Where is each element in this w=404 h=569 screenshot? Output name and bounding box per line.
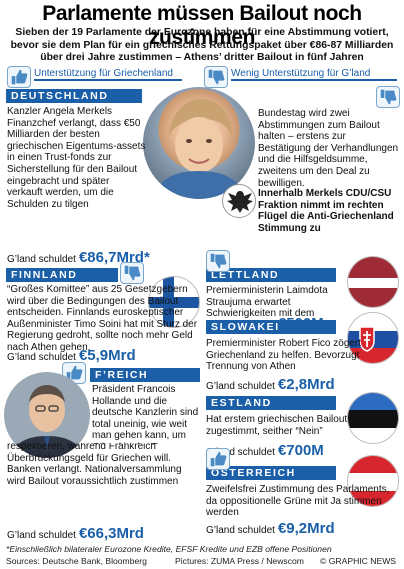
country-tag-austria: ÖSTERREICH	[206, 466, 336, 480]
page-title: Parlamente müssen Bailout noch zustimmen	[42, 2, 362, 49]
thumbs-up-icon	[7, 66, 31, 88]
france-text-bottom: Präsident Francois Hollande und die deut…	[7, 443, 201, 539]
germany-text-left: Kanzler Angela Merkels Finanzchef verlan…	[7, 106, 146, 210]
estonia-text: Hat erstem griechischen Bailout zugestim…	[206, 414, 348, 437]
thumbs-up-icon	[206, 448, 230, 470]
legend-less-support: Wenig Unterstützung für G’land	[231, 68, 397, 81]
france-text-top: Präsident Francois Hollande und die deut…	[92, 384, 200, 444]
portrait-hollande	[4, 372, 90, 458]
country-tag-germany: DEUTSCHLAND	[6, 89, 142, 103]
estonia-owed: G’land schuldet €700M	[206, 442, 324, 459]
subtitle: Sieben der 19 Parlamente der Eurozone ha…	[6, 27, 398, 65]
flag-finland	[148, 276, 200, 328]
bundestag-eagle-icon	[222, 184, 256, 218]
owed-label: G’land schuldet	[206, 525, 275, 536]
flag-estonia	[347, 392, 399, 444]
owed-label: G’land schuldet	[7, 254, 76, 265]
germany-owed: G’land schuldet €86,7Mrd*	[7, 249, 150, 266]
legend-support: Unterstützung für Griechenland	[34, 68, 182, 81]
france-text-cont: Präsident Francois Hollande und die deut…	[7, 443, 182, 487]
owed-label: G’land schuldet	[7, 352, 76, 363]
thumbs-down-icon	[120, 262, 144, 284]
country-tag-latvia: LETTLAND	[206, 268, 336, 282]
country-tag-slovakia: SLOWAKEI	[206, 320, 336, 334]
finland-text: “Großes Komittee” aus 25 Gesetzgebern wi…	[7, 284, 198, 353]
germany-text-right: Bundestag wird zwei Abstimmungen zum Bai…	[258, 108, 399, 189]
slovakia-amount: €2,8Mrd	[277, 376, 335, 393]
subtitle-line: Sieben der 19 Parlamente der Eurozone ha…	[15, 27, 389, 38]
thumbs-down-icon	[206, 250, 230, 272]
portrait-merkel	[143, 87, 255, 199]
slovakia-owed: G’land schuldet €2,8Mrd	[206, 376, 335, 393]
country-tag-france: F’REICH	[90, 368, 200, 382]
france-amount: €66,3Mrd	[78, 525, 144, 542]
austria-owed: G’land schuldet €9,2Mrd	[206, 520, 335, 537]
owed-label: G’land schuldet	[206, 447, 275, 458]
germany-amount: €86,7Mrd*	[78, 249, 150, 266]
picture-credits: Pictures: ZUMA Press / Newscom	[175, 556, 304, 566]
germany-text-right-bold: Innerhalb Merkels CDU/CSU Fraktion nimmt…	[258, 188, 394, 234]
estonia-amount: €700M	[277, 442, 324, 459]
country-tag-finland: FINNLAND	[6, 268, 118, 282]
sources: Sources: Deutsche Bank, Bloomberg	[6, 556, 147, 566]
finland-amount: €5,9Mrd	[78, 347, 136, 364]
france-owed: G’land schuldet €66,3Mrd	[7, 525, 144, 542]
subtitle-line: über drei Jahre zustimmen – Athens’ drit…	[40, 52, 364, 64]
austria-text: Zweifelsfrei Zustimmung des Parlaments, …	[206, 484, 390, 519]
country-tag-estonia: ESTLAND	[206, 396, 336, 410]
austria-amount: €9,2Mrd	[277, 520, 335, 537]
flag-austria	[347, 455, 399, 507]
subtitle-line: bevor sie dem Plan für ein griechisches …	[10, 39, 394, 51]
thumbs-down-icon	[376, 86, 400, 108]
flag-slovakia	[347, 312, 399, 364]
finland-owed: G’land schuldet €5,9Mrd	[7, 347, 136, 364]
owed-label: G’land schuldet	[206, 381, 275, 392]
graphic-news-credit: © GRAPHIC NEWS	[320, 556, 397, 566]
thumbs-down-icon	[204, 66, 228, 88]
slovakia-text: Premierminister Robert Fico zögert Griec…	[206, 338, 362, 373]
owed-label: G’land schuldet	[7, 530, 76, 541]
footnote: *Einschließlich bilateraler Eurozone Kre…	[6, 544, 332, 554]
flag-latvia	[347, 256, 399, 308]
france-text: Präsident Francois Hollande und die deut…	[92, 384, 199, 444]
